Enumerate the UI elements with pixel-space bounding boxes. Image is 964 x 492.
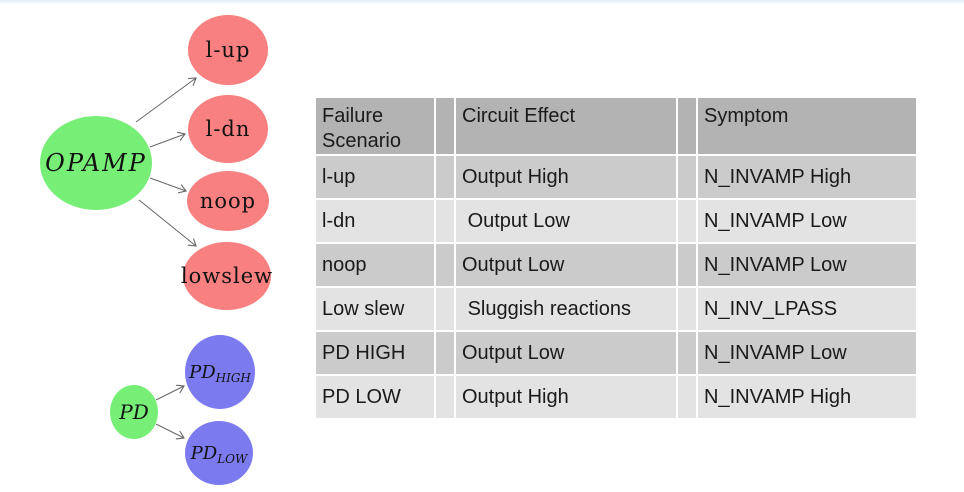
fault-model-diagram: OPAMP l-up l-dn noop lowslew PD PDHIGH P… — [40, 15, 273, 485]
edge-pd-pdhigh — [155, 386, 184, 401]
edge-opamp-noop — [149, 177, 186, 191]
window-top-edge — [0, 0, 964, 4]
table-row: PD HIGH Output Low N_INVAMP Low — [316, 332, 916, 374]
node-pdhigh — [185, 335, 255, 409]
node-lup-label: l-up — [206, 38, 251, 62]
node-pdlow-label: PDLOW — [190, 443, 249, 466]
cell-spacer — [436, 332, 454, 374]
header-spacer-1 — [436, 98, 454, 154]
cell-spacer — [678, 288, 696, 330]
edge-opamp-lowslew — [138, 199, 196, 246]
cell-failure: l-up — [316, 156, 434, 198]
table-row: l-up Output High N_INVAMP High — [316, 156, 916, 198]
cell-failure: PD LOW — [316, 376, 434, 418]
cell-failure: Low slew — [316, 288, 434, 330]
cell-effect: Output High — [456, 156, 676, 198]
cell-failure: l-dn — [316, 200, 434, 242]
node-ldn-label: l-dn — [206, 117, 251, 141]
cell-symptom: N_INVAMP High — [698, 156, 916, 198]
cell-failure: noop — [316, 244, 434, 286]
node-noop-label: noop — [200, 189, 256, 213]
table-row: l-dn Output Low N_INVAMP Low — [316, 200, 916, 242]
header-failure-scenario: Failure Scenario — [316, 98, 434, 154]
cell-effect: Sluggish reactions — [456, 288, 676, 330]
node-pd-label: PD — [118, 400, 149, 424]
edge-opamp-lup — [135, 78, 196, 123]
table-row: noop Output Low N_INVAMP Low — [316, 244, 916, 286]
cell-symptom: N_INVAMP Low — [698, 332, 916, 374]
node-lup — [188, 15, 268, 85]
cell-spacer — [436, 200, 454, 242]
cell-spacer — [678, 244, 696, 286]
cell-symptom: N_INVAMP High — [698, 376, 916, 418]
cell-symptom: N_INVAMP Low — [698, 200, 916, 242]
node-lowslew-label: lowslew — [181, 264, 273, 288]
node-pdlow — [185, 421, 253, 485]
header-circuit-effect: Circuit Effect — [456, 98, 676, 154]
cell-effect: Output Low — [456, 244, 676, 286]
failure-scenario-table: Failure Scenario Circuit Effect Symptom … — [314, 96, 918, 420]
cell-spacer — [436, 288, 454, 330]
cell-spacer — [436, 156, 454, 198]
header-symptom: Symptom — [698, 98, 916, 154]
cell-effect: Output Low — [456, 332, 676, 374]
edge-pd-pdlow — [155, 423, 184, 438]
header-spacer-2 — [678, 98, 696, 154]
node-opamp — [40, 116, 152, 210]
cell-effect: Output High — [456, 376, 676, 418]
node-pd — [110, 385, 158, 439]
cell-failure: PD HIGH — [316, 332, 434, 374]
cell-spacer — [678, 156, 696, 198]
node-pdhigh-label: PDHIGH — [188, 362, 251, 385]
edge-opamp-ldn — [149, 134, 185, 148]
cell-spacer — [436, 376, 454, 418]
node-ldn — [188, 95, 268, 163]
cell-symptom: N_INVAMP Low — [698, 244, 916, 286]
cell-spacer — [678, 332, 696, 374]
table-row: Low slew Sluggish reactions N_INV_LPASS — [316, 288, 916, 330]
node-noop — [187, 171, 269, 231]
cell-spacer — [678, 376, 696, 418]
cell-effect: Output Low — [456, 200, 676, 242]
cell-spacer — [678, 200, 696, 242]
table-row: PD LOW Output High N_INVAMP High — [316, 376, 916, 418]
table-header-row: Failure Scenario Circuit Effect Symptom — [316, 98, 916, 154]
node-opamp-label: OPAMP — [45, 149, 147, 177]
node-lowslew — [183, 242, 271, 310]
cell-spacer — [436, 244, 454, 286]
cell-symptom: N_INV_LPASS — [698, 288, 916, 330]
